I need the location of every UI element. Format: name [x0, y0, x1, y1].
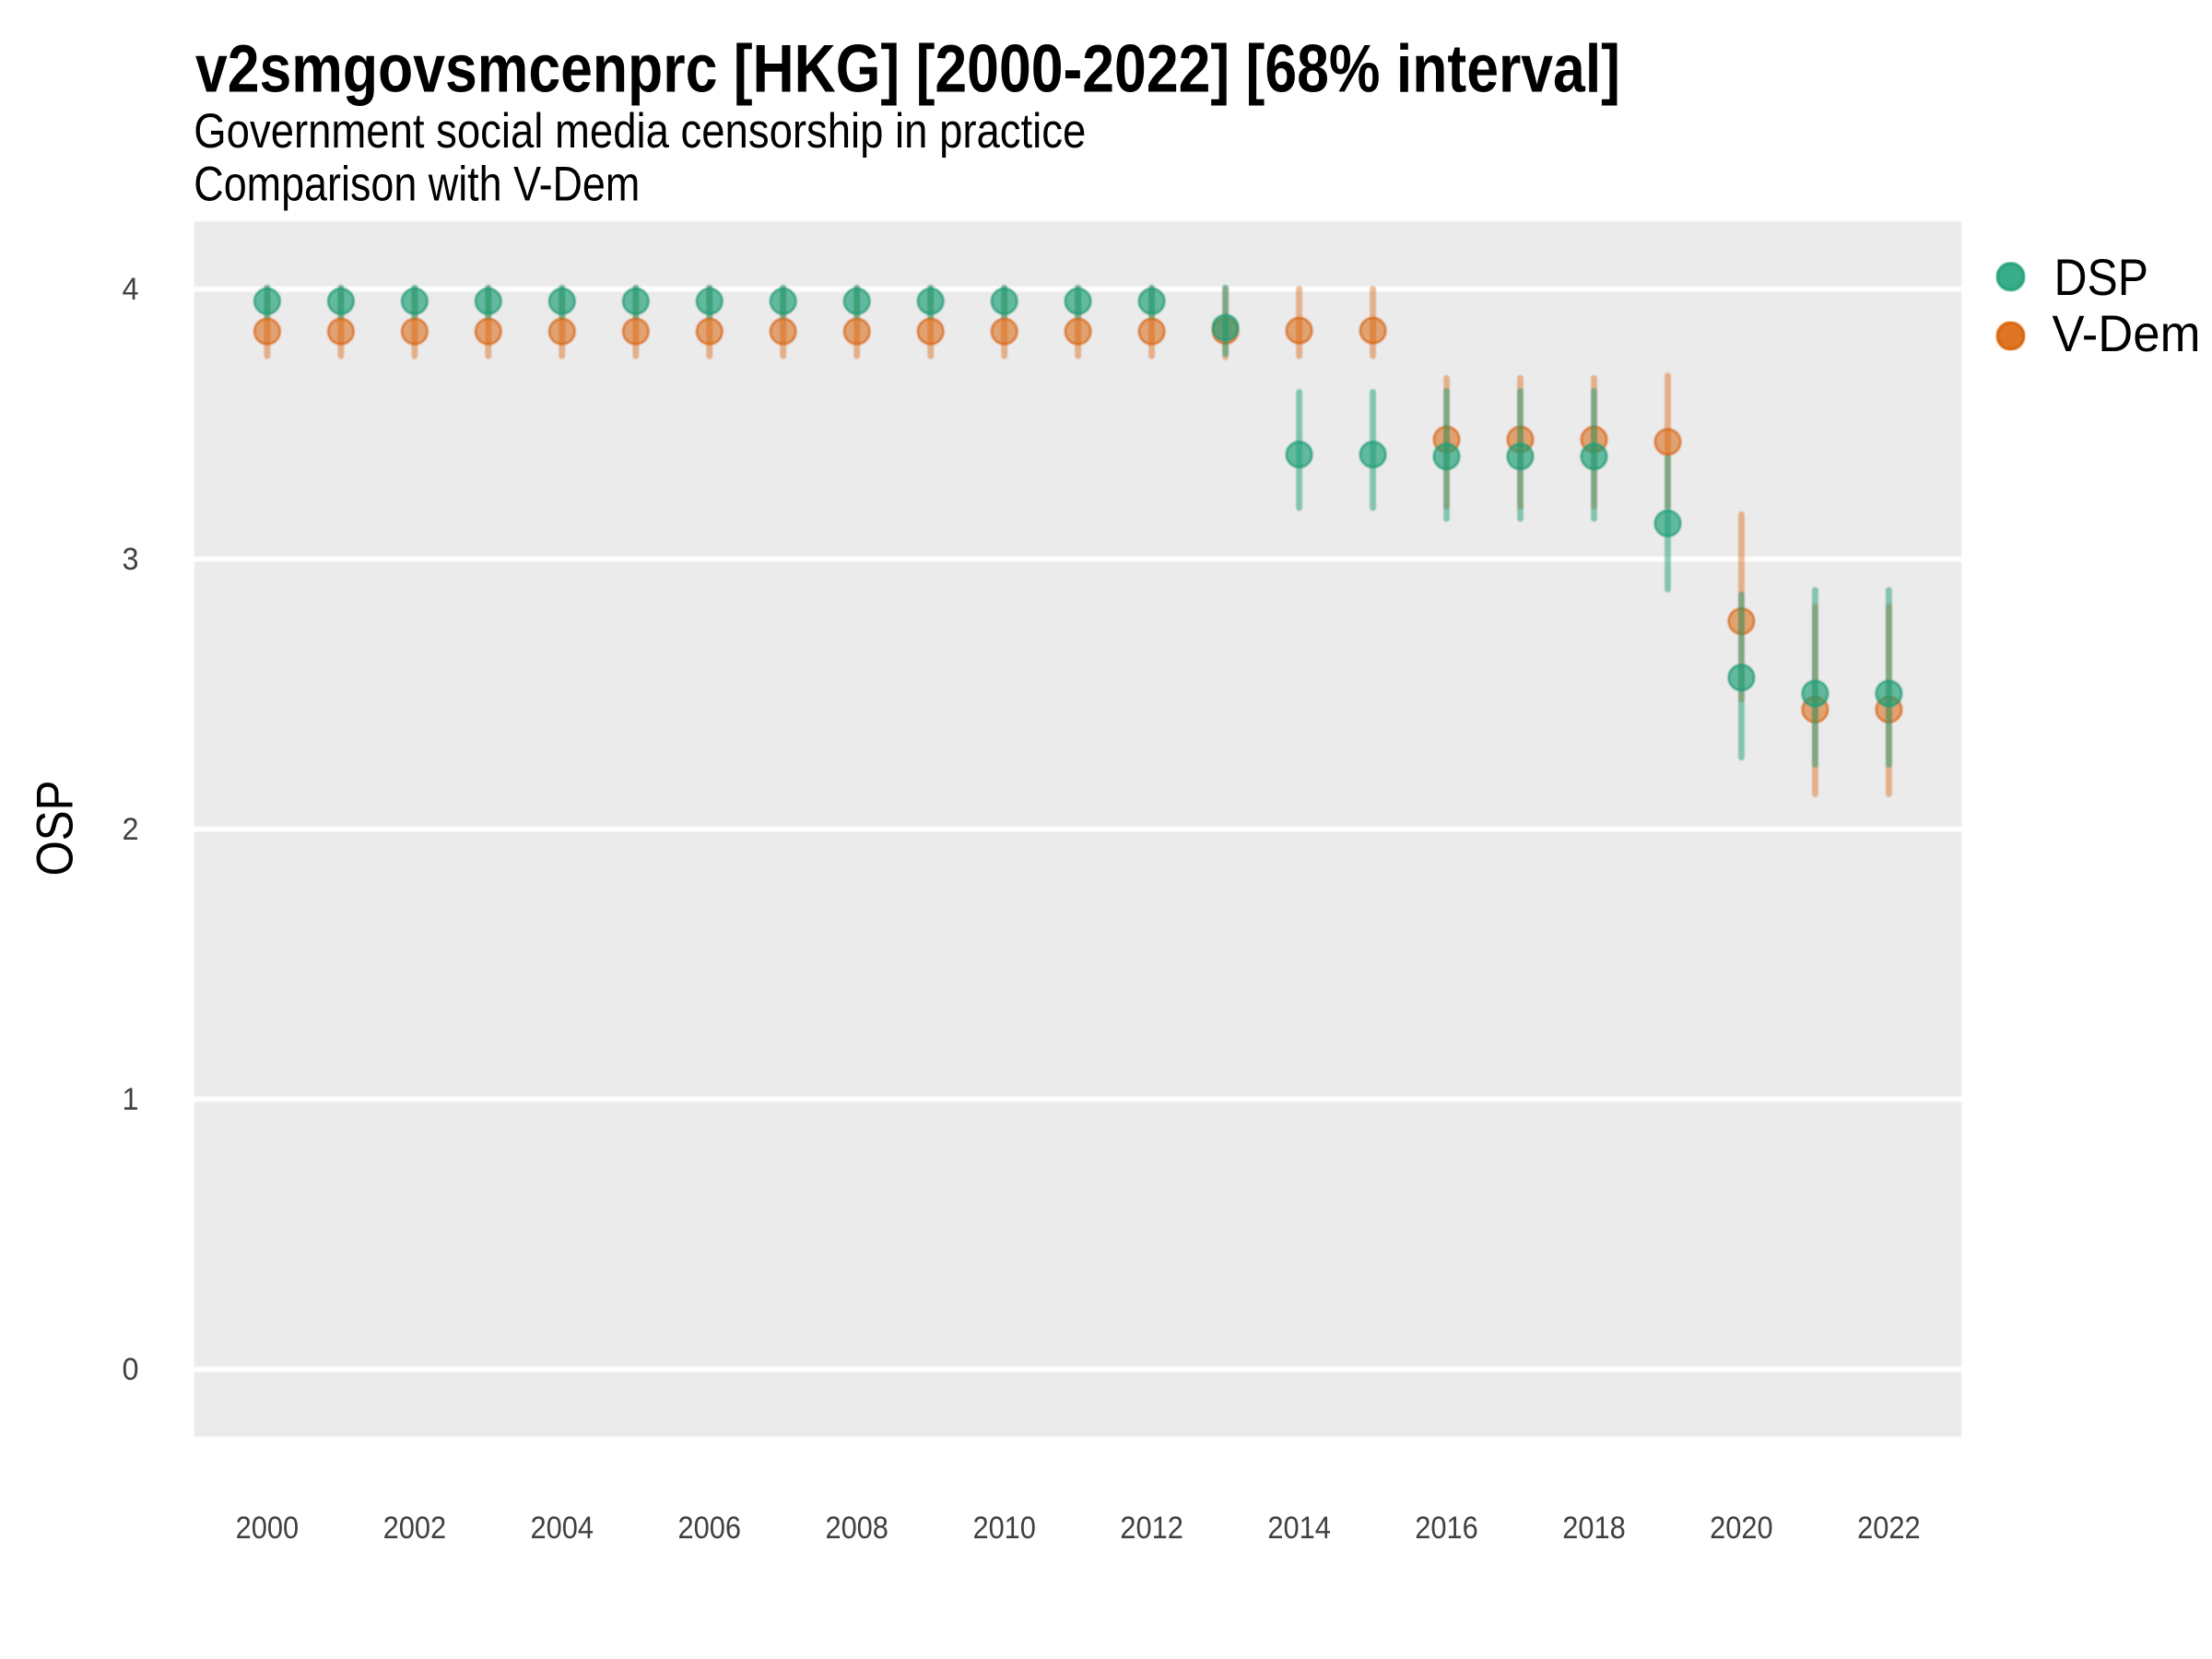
- svg-text:4: 4: [123, 272, 139, 307]
- svg-text:v2smgovsmcenprc [HKG] [2000-20: v2smgovsmcenprc [HKG] [2000-2022] [68% i…: [195, 32, 1620, 107]
- svg-text:2020: 2020: [1710, 1511, 1773, 1546]
- svg-text:2006: 2006: [678, 1511, 742, 1546]
- svg-text:2014: 2014: [1267, 1511, 1331, 1546]
- svg-text:2000: 2000: [236, 1511, 300, 1546]
- svg-text:2010: 2010: [972, 1511, 1036, 1546]
- svg-text:2012: 2012: [1120, 1511, 1183, 1546]
- svg-text:2: 2: [123, 812, 139, 847]
- svg-text:Comparison with V-Dem: Comparison with V-Dem: [194, 158, 640, 212]
- svg-text:1: 1: [123, 1082, 139, 1117]
- svg-text:2018: 2018: [1562, 1511, 1626, 1546]
- svg-text:Government social media censor: Government social media censorship in pr…: [194, 104, 1086, 159]
- svg-text:2022: 2022: [1857, 1511, 1921, 1546]
- svg-text:DSP: DSP: [2054, 248, 2149, 306]
- svg-text:3: 3: [123, 542, 139, 577]
- svg-text:2016: 2016: [1415, 1511, 1478, 1546]
- svg-text:V-Dem: V-Dem: [2053, 304, 2201, 362]
- svg-text:2002: 2002: [383, 1511, 447, 1546]
- svg-text:OSP: OSP: [26, 781, 84, 877]
- svg-text:0: 0: [123, 1352, 139, 1387]
- svg-text:2004: 2004: [531, 1511, 594, 1546]
- svg-text:2008: 2008: [825, 1511, 888, 1546]
